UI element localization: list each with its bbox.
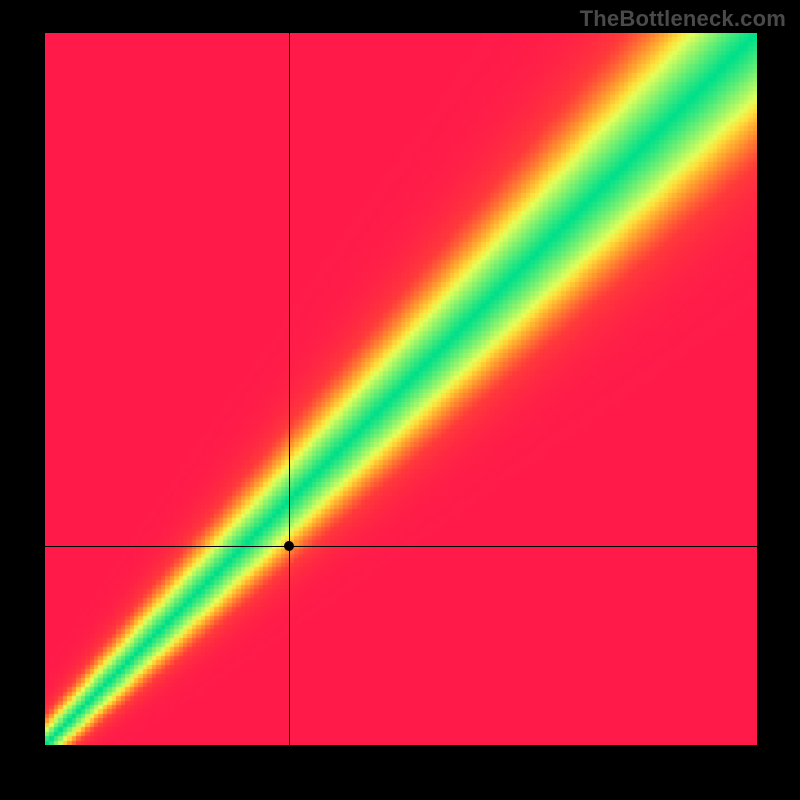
crosshair-marker-dot — [284, 541, 294, 551]
bottleneck-heatmap-canvas — [45, 33, 757, 745]
watermark-text: TheBottleneck.com — [580, 6, 786, 32]
bottleneck-heatmap-frame — [45, 33, 757, 745]
crosshair-vertical — [289, 33, 290, 745]
crosshair-horizontal — [45, 546, 757, 547]
